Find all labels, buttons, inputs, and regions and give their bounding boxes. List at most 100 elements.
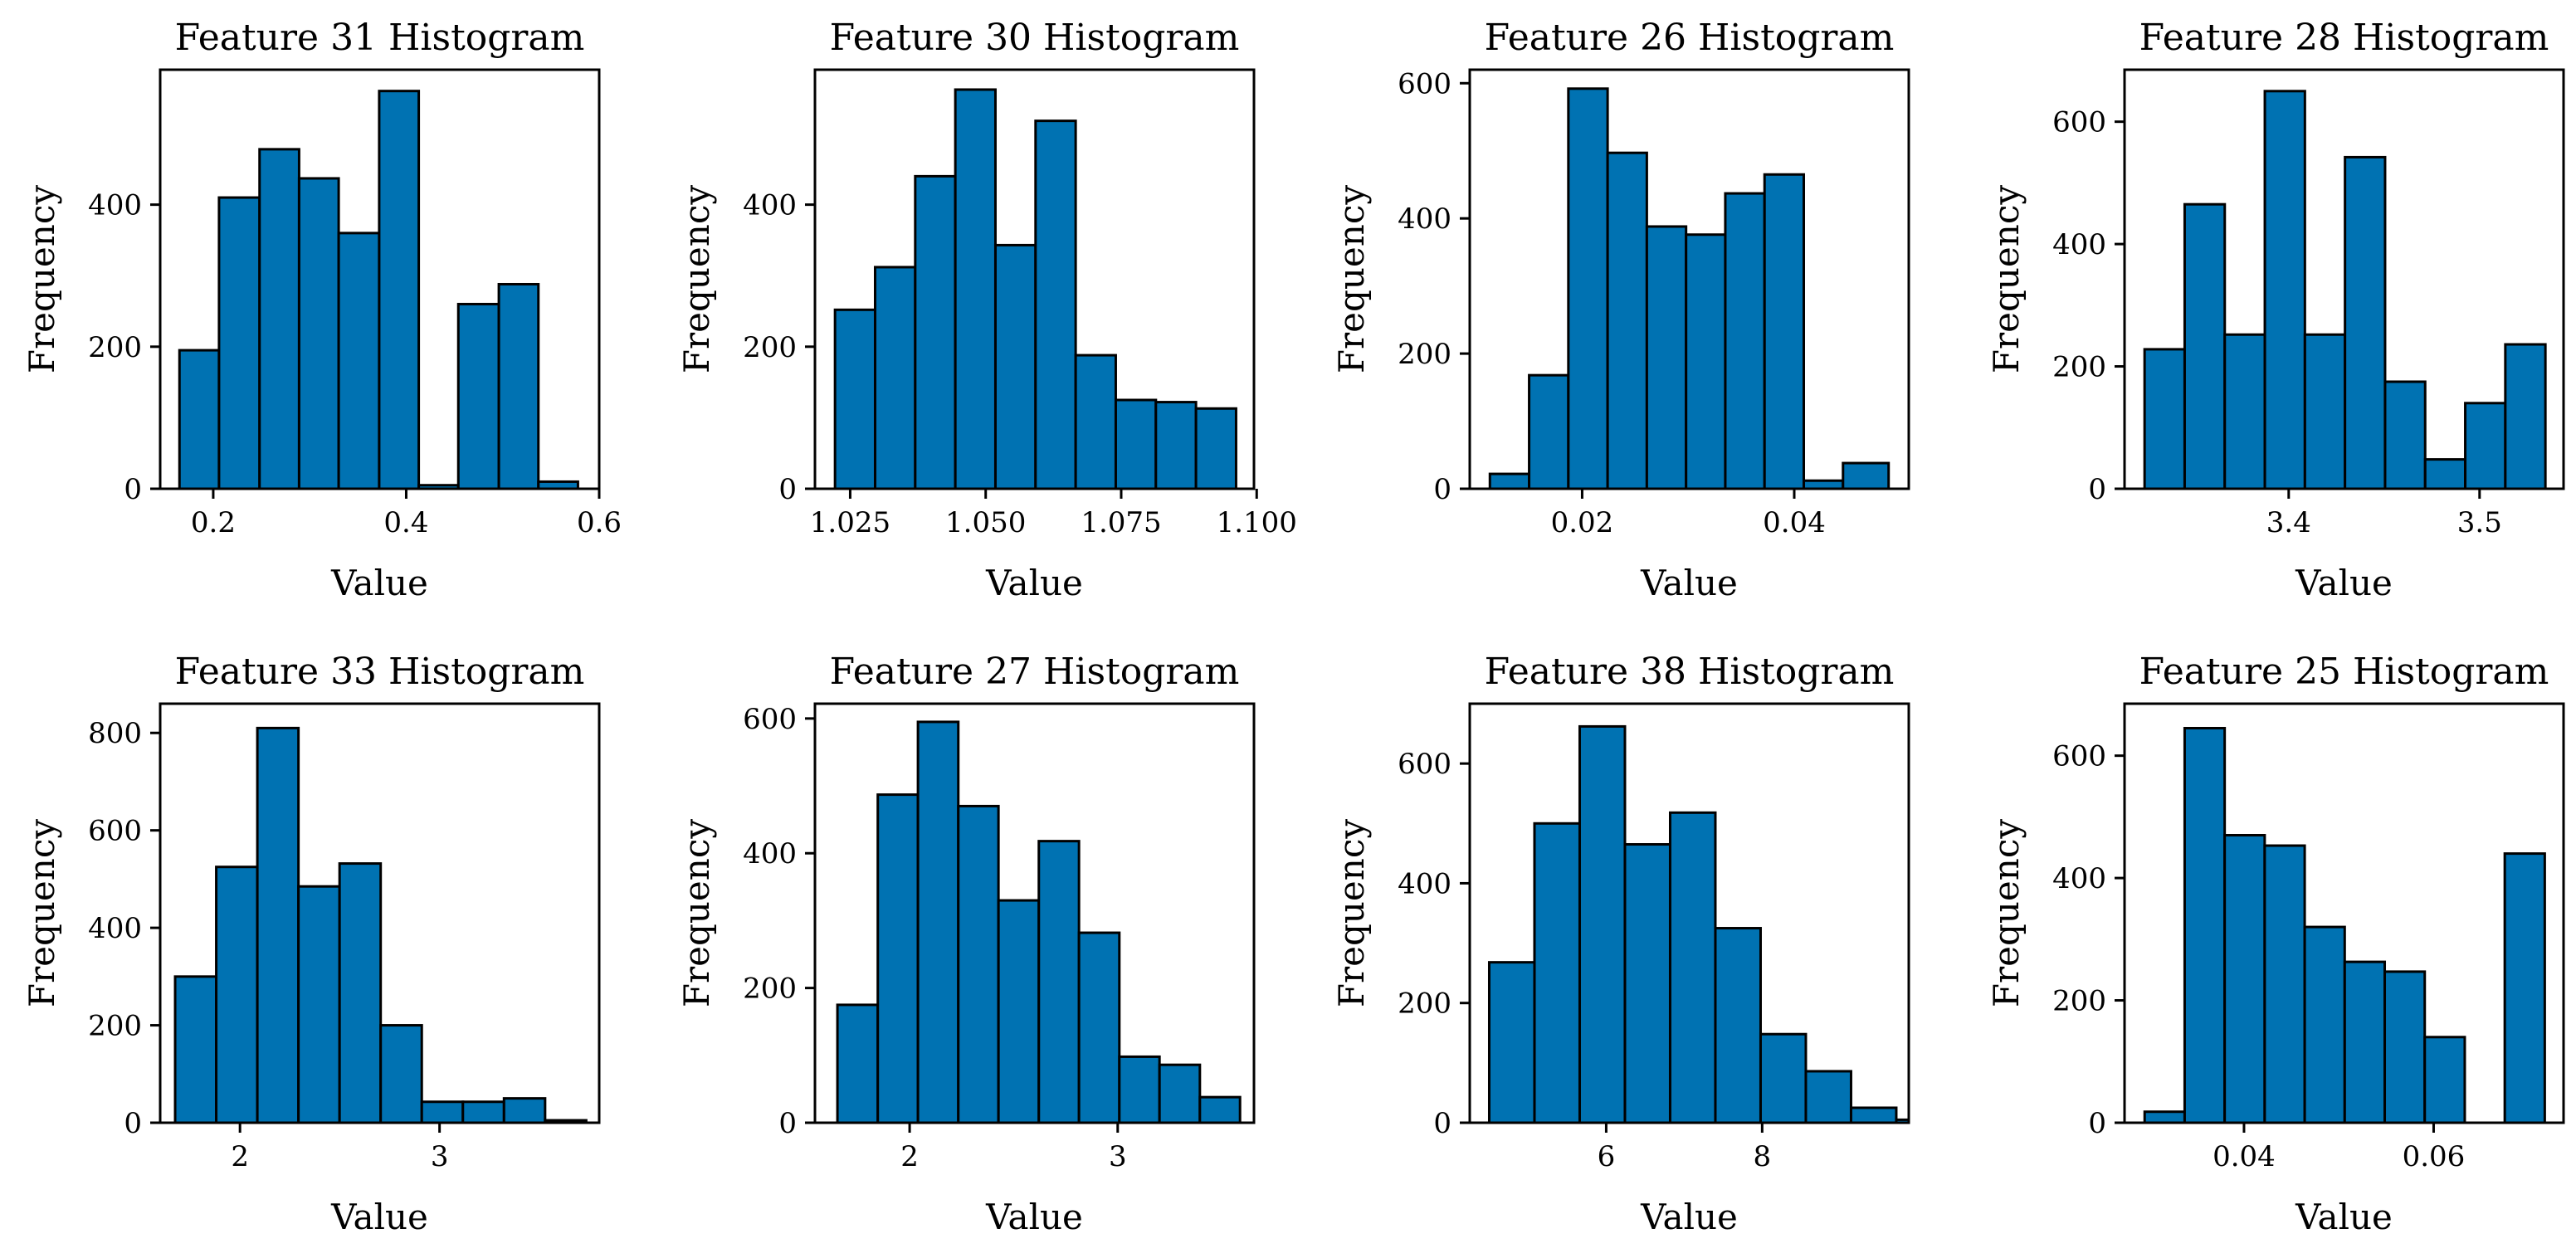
plot-frame: [2123, 68, 2565, 490]
histogram-bar: [338, 862, 383, 1123]
chart-title: Feature 28 Histogram: [2139, 17, 2549, 59]
x-axis-label: Value: [2295, 563, 2393, 603]
y-tick-label: 400: [743, 837, 797, 870]
chart-title: Feature 30 Histogram: [830, 17, 1240, 59]
histogram-bar: [2423, 458, 2467, 489]
histogram-bar: [461, 1100, 505, 1123]
histogram-bar: [297, 885, 341, 1123]
chart-title: Feature 27 Histogram: [830, 651, 1240, 693]
histogram-panel-8: 0.04 0.06 0 200 400 600 Feature 25 Histogram Va…: [1986, 651, 2565, 1237]
plot-frame: [1468, 702, 1910, 1124]
y-tick-label: 0: [124, 473, 142, 506]
histogram-bar: [2223, 834, 2266, 1123]
y-tick-label: 600: [2052, 740, 2106, 773]
histogram-bar: [873, 266, 917, 489]
x-tick-label: 3: [431, 1140, 449, 1173]
x-axis-label: Value: [985, 1197, 1083, 1237]
y-axis-label: Frequency: [1331, 819, 1372, 1007]
histogram-bar: [954, 88, 997, 489]
histogram-bar: [1623, 843, 1671, 1123]
y-tick-label: 400: [1398, 202, 1451, 236]
y-tick-label: 400: [743, 189, 797, 222]
histogram-bar: [2503, 852, 2546, 1123]
histogram-bar: [876, 793, 920, 1123]
plot-frame: [813, 68, 1256, 490]
x-tick-label: 0.6: [577, 506, 622, 539]
histogram-bar: [1487, 961, 1536, 1123]
histogram-bar: [502, 1097, 547, 1123]
histogram-bar: [173, 975, 218, 1123]
histogram-bar: [1114, 398, 1158, 489]
histogram-bar: [2423, 1036, 2466, 1123]
histogram-bar: [2143, 1110, 2186, 1123]
y-tick-label: 400: [2052, 862, 2106, 895]
x-tick-label: 0.4: [383, 506, 428, 539]
y-axis-label: Frequency: [22, 185, 62, 373]
x-tick-label: 0.04: [2213, 1140, 2276, 1173]
y-tick-label: 200: [88, 1010, 142, 1043]
y-tick-label: 0: [124, 1107, 142, 1140]
histogram-bar: [1804, 1070, 1852, 1123]
x-tick-label: 3: [1109, 1140, 1127, 1173]
chart-title: Feature 38 Histogram: [1485, 651, 1895, 693]
y-tick-label: 600: [88, 815, 142, 848]
histogram-bar: [456, 302, 500, 489]
y-axis-label: Frequency: [1986, 185, 2027, 373]
x-tick-label: 1.025: [810, 506, 890, 539]
y-tick-label: 400: [88, 912, 142, 945]
y-tick-label: 200: [1398, 338, 1451, 371]
y-axis-label: Frequency: [1331, 185, 1372, 373]
bars: [1487, 724, 1909, 1123]
histogram-bar: [2344, 155, 2387, 489]
histogram-bar: [497, 282, 540, 489]
histogram-bar: [1645, 225, 1688, 489]
y-tick-label: 0: [2088, 1107, 2106, 1140]
histogram-bar: [914, 174, 957, 489]
chart-title: Feature 31 Histogram: [175, 17, 585, 59]
y-axis-label: Frequency: [676, 185, 717, 373]
histogram-bar: [1077, 931, 1121, 1123]
histogram-bar: [297, 177, 340, 489]
histogram-bar: [2183, 726, 2227, 1123]
x-tick-label: 3.4: [2266, 506, 2311, 539]
histogram-panel-5: 2 3 0 200 400 600 800 Feature 33 Histogram Value…: [22, 651, 601, 1237]
histogram-bar: [1194, 407, 1237, 489]
y-tick-label: 600: [1398, 67, 1451, 100]
chart-title: Feature 26 Histogram: [1485, 17, 1895, 59]
x-tick-label: 0.04: [1763, 506, 1826, 539]
bars: [173, 726, 588, 1123]
bars: [836, 720, 1242, 1123]
histogram-bar: [957, 804, 1000, 1123]
x-tick-label: 1.075: [1081, 506, 1161, 539]
histogram-bar: [2183, 202, 2227, 489]
x-tick-label: 1.100: [1217, 506, 1297, 539]
y-tick-label: 0: [2088, 473, 2106, 506]
histogram-bar: [379, 1024, 423, 1123]
histogram-bar: [2383, 380, 2427, 489]
x-axis-label: Value: [1640, 1197, 1738, 1237]
histogram-bar: [1763, 173, 1805, 489]
y-tick-label: 200: [743, 973, 797, 1006]
histogram-bar: [1488, 472, 1531, 489]
histogram-bar: [2263, 90, 2306, 489]
histogram-bar: [1714, 927, 1762, 1123]
histogram-bar: [1034, 119, 1077, 489]
histogram-bar: [1668, 811, 1717, 1123]
x-tick-label: 0.2: [191, 506, 236, 539]
histogram-bar: [997, 899, 1041, 1123]
histogram-panel-2: 1.025 1.050 1.075 1.100 0 200 400 Feature 30 Hi…: [676, 17, 1297, 603]
y-axis-label: Frequency: [22, 819, 62, 1007]
x-tick-label: 6: [1598, 1140, 1616, 1173]
y-tick-label: 600: [2052, 106, 2106, 139]
histogram-bar: [215, 865, 259, 1123]
histogram-bar: [337, 232, 381, 489]
histogram-bar: [1724, 192, 1766, 489]
bars: [178, 90, 579, 489]
chart-title: Feature 25 Histogram: [2139, 651, 2549, 693]
histogram-bar: [378, 90, 421, 489]
histogram-bar: [2383, 970, 2427, 1123]
x-tick-label: 8: [1754, 1140, 1772, 1173]
x-tick-label: 3.5: [2457, 506, 2502, 539]
x-axis-label: Value: [330, 1197, 428, 1237]
